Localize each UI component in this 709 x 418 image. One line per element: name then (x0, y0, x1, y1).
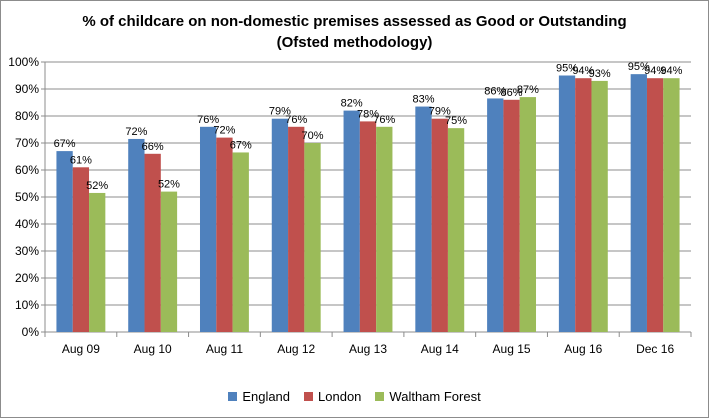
x-tick-label: Aug 10 (134, 342, 172, 356)
data-label: 66% (142, 141, 164, 153)
y-tick-label: 10% (15, 298, 39, 312)
bar-london (144, 153, 161, 332)
y-tick-label: 30% (15, 244, 39, 258)
bar-london (359, 121, 377, 333)
data-label: 95% (556, 63, 578, 75)
data-label: 76% (373, 114, 395, 126)
data-label: 87% (517, 84, 539, 96)
y-tick-label: 90% (15, 82, 39, 96)
data-label: 75% (445, 115, 467, 127)
legend-item: Waltham Forest (375, 389, 481, 404)
bar-england (128, 138, 145, 332)
data-label: 94% (660, 65, 682, 77)
bar-england (271, 118, 289, 332)
x-tick-label: Dec 16 (636, 342, 674, 356)
data-label: 93% (589, 68, 611, 80)
data-label: 82% (341, 98, 363, 110)
data-label: 67% (230, 139, 252, 151)
data-label: 70% (302, 130, 324, 142)
x-tick-label: Aug 09 (62, 342, 100, 356)
data-label: 52% (158, 179, 180, 191)
y-tick-label: 70% (15, 136, 39, 150)
data-label: 95% (628, 61, 650, 73)
bar-waltham-forest (89, 192, 106, 332)
x-tick-label: Aug 12 (277, 342, 315, 356)
legend-swatch (304, 392, 314, 401)
bar-waltham-forest (663, 78, 680, 332)
data-label: 67% (54, 138, 76, 150)
y-tick-label: 80% (15, 109, 39, 123)
chart-title-line-1: % of childcare on non-domestic premises … (82, 13, 627, 30)
bar-england (343, 110, 360, 332)
data-label: 61% (70, 154, 92, 166)
x-tick-label: Aug 16 (564, 342, 602, 356)
legend-label: Waltham Forest (389, 389, 481, 404)
y-tick-label: 0% (22, 325, 40, 339)
bar-england (199, 126, 217, 332)
data-label: 79% (269, 106, 291, 118)
x-tick-label: Aug 15 (493, 342, 531, 356)
data-label: 86% (484, 85, 506, 97)
chart-title: % of childcare on non-domestic premises … (1, 11, 708, 53)
data-label: 76% (197, 114, 219, 126)
data-label: 94% (644, 65, 666, 77)
bar-waltham-forest (304, 143, 321, 332)
chart-legend: England London Waltham Forest (1, 389, 708, 404)
bar-waltham-forest (376, 126, 393, 332)
chart-title-line-2: (Ofsted methodology) (276, 34, 433, 51)
data-label: 72% (213, 125, 235, 137)
bar-waltham-forest (232, 152, 249, 332)
x-tick-label: Aug 11 (206, 342, 243, 356)
data-label: 94% (572, 65, 594, 77)
bar-england (630, 74, 647, 333)
bar-england (56, 151, 73, 332)
data-label: 78% (357, 108, 379, 120)
x-tick-label: Aug 13 (349, 342, 387, 356)
bar-london (503, 99, 520, 332)
bar-waltham-forest (519, 97, 537, 332)
bar-waltham-forest (591, 80, 608, 333)
data-label: 72% (125, 126, 147, 138)
x-tick-label: Aug 14 (421, 342, 459, 356)
legend-item: England (228, 389, 290, 404)
bar-london (646, 78, 664, 332)
data-label: 79% (429, 106, 451, 118)
data-label: 83% (412, 94, 434, 106)
y-tick-label: 40% (15, 217, 39, 231)
bar-england (558, 75, 576, 332)
legend-label: London (318, 389, 362, 404)
bar-london (72, 167, 90, 332)
y-tick-label: 60% (15, 163, 39, 177)
legend-item: London (304, 389, 361, 404)
bar-london (431, 118, 448, 332)
legend-label: England (242, 389, 291, 404)
bar-london (216, 137, 233, 332)
y-tick-label: 50% (15, 190, 39, 204)
data-label: 86% (501, 87, 523, 99)
data-label: 52% (86, 180, 108, 192)
legend-swatch (228, 392, 238, 401)
y-tick-label: 100% (8, 55, 39, 69)
y-tick-label: 20% (15, 271, 39, 285)
bar-london (575, 78, 592, 332)
bar-waltham-forest (160, 191, 178, 332)
bar-waltham-forest (447, 128, 465, 332)
bar-england (415, 106, 432, 332)
legend-swatch (375, 392, 385, 401)
data-label: 76% (285, 114, 307, 126)
bar-london (288, 126, 305, 332)
bar-england (487, 98, 504, 332)
